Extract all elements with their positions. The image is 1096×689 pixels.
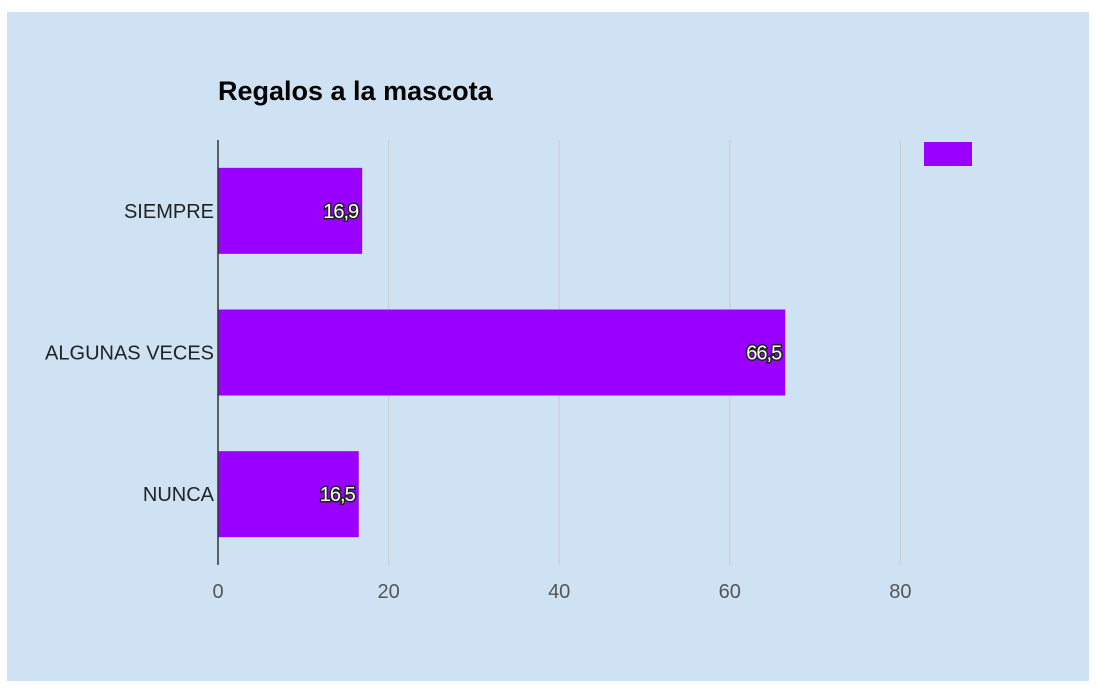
chart-panel: 0 20 40 60 80 SIEMPRE ALGUNAS VECES NUNCA 16,9… [7, 12, 1089, 681]
data-labels: 16,9 66,5 16,5 [318, 199, 784, 507]
data-label: 16,5 [320, 484, 356, 506]
data-label: 16,9 [323, 201, 359, 223]
bars [218, 167, 786, 538]
x-tick-label: 80 [889, 581, 911, 603]
category-label: ALGUNAS VECES [45, 343, 214, 365]
legend-swatch [924, 142, 972, 166]
x-tick-label: 20 [377, 581, 399, 603]
bar-nunca [218, 451, 359, 538]
x-tick-label: 0 [212, 581, 223, 603]
bar-chart: 0 20 40 60 80 SIEMPRE ALGUNAS VECES NUNCA 16,9… [45, 76, 972, 603]
x-tick-label: 40 [548, 581, 570, 603]
bar-algunas-veces [218, 309, 786, 396]
y-axis-categories: SIEMPRE ALGUNAS VECES NUNCA [45, 201, 215, 506]
data-label: 66,5 [746, 343, 782, 365]
chart-title: Regalos a la mascota [218, 76, 494, 106]
category-label: NUNCA [143, 484, 215, 506]
x-axis-ticks: 0 20 40 60 80 [212, 581, 911, 603]
legend [924, 142, 972, 166]
category-label: SIEMPRE [124, 201, 214, 223]
x-tick-label: 60 [719, 581, 741, 603]
bar-siempre [218, 167, 363, 254]
